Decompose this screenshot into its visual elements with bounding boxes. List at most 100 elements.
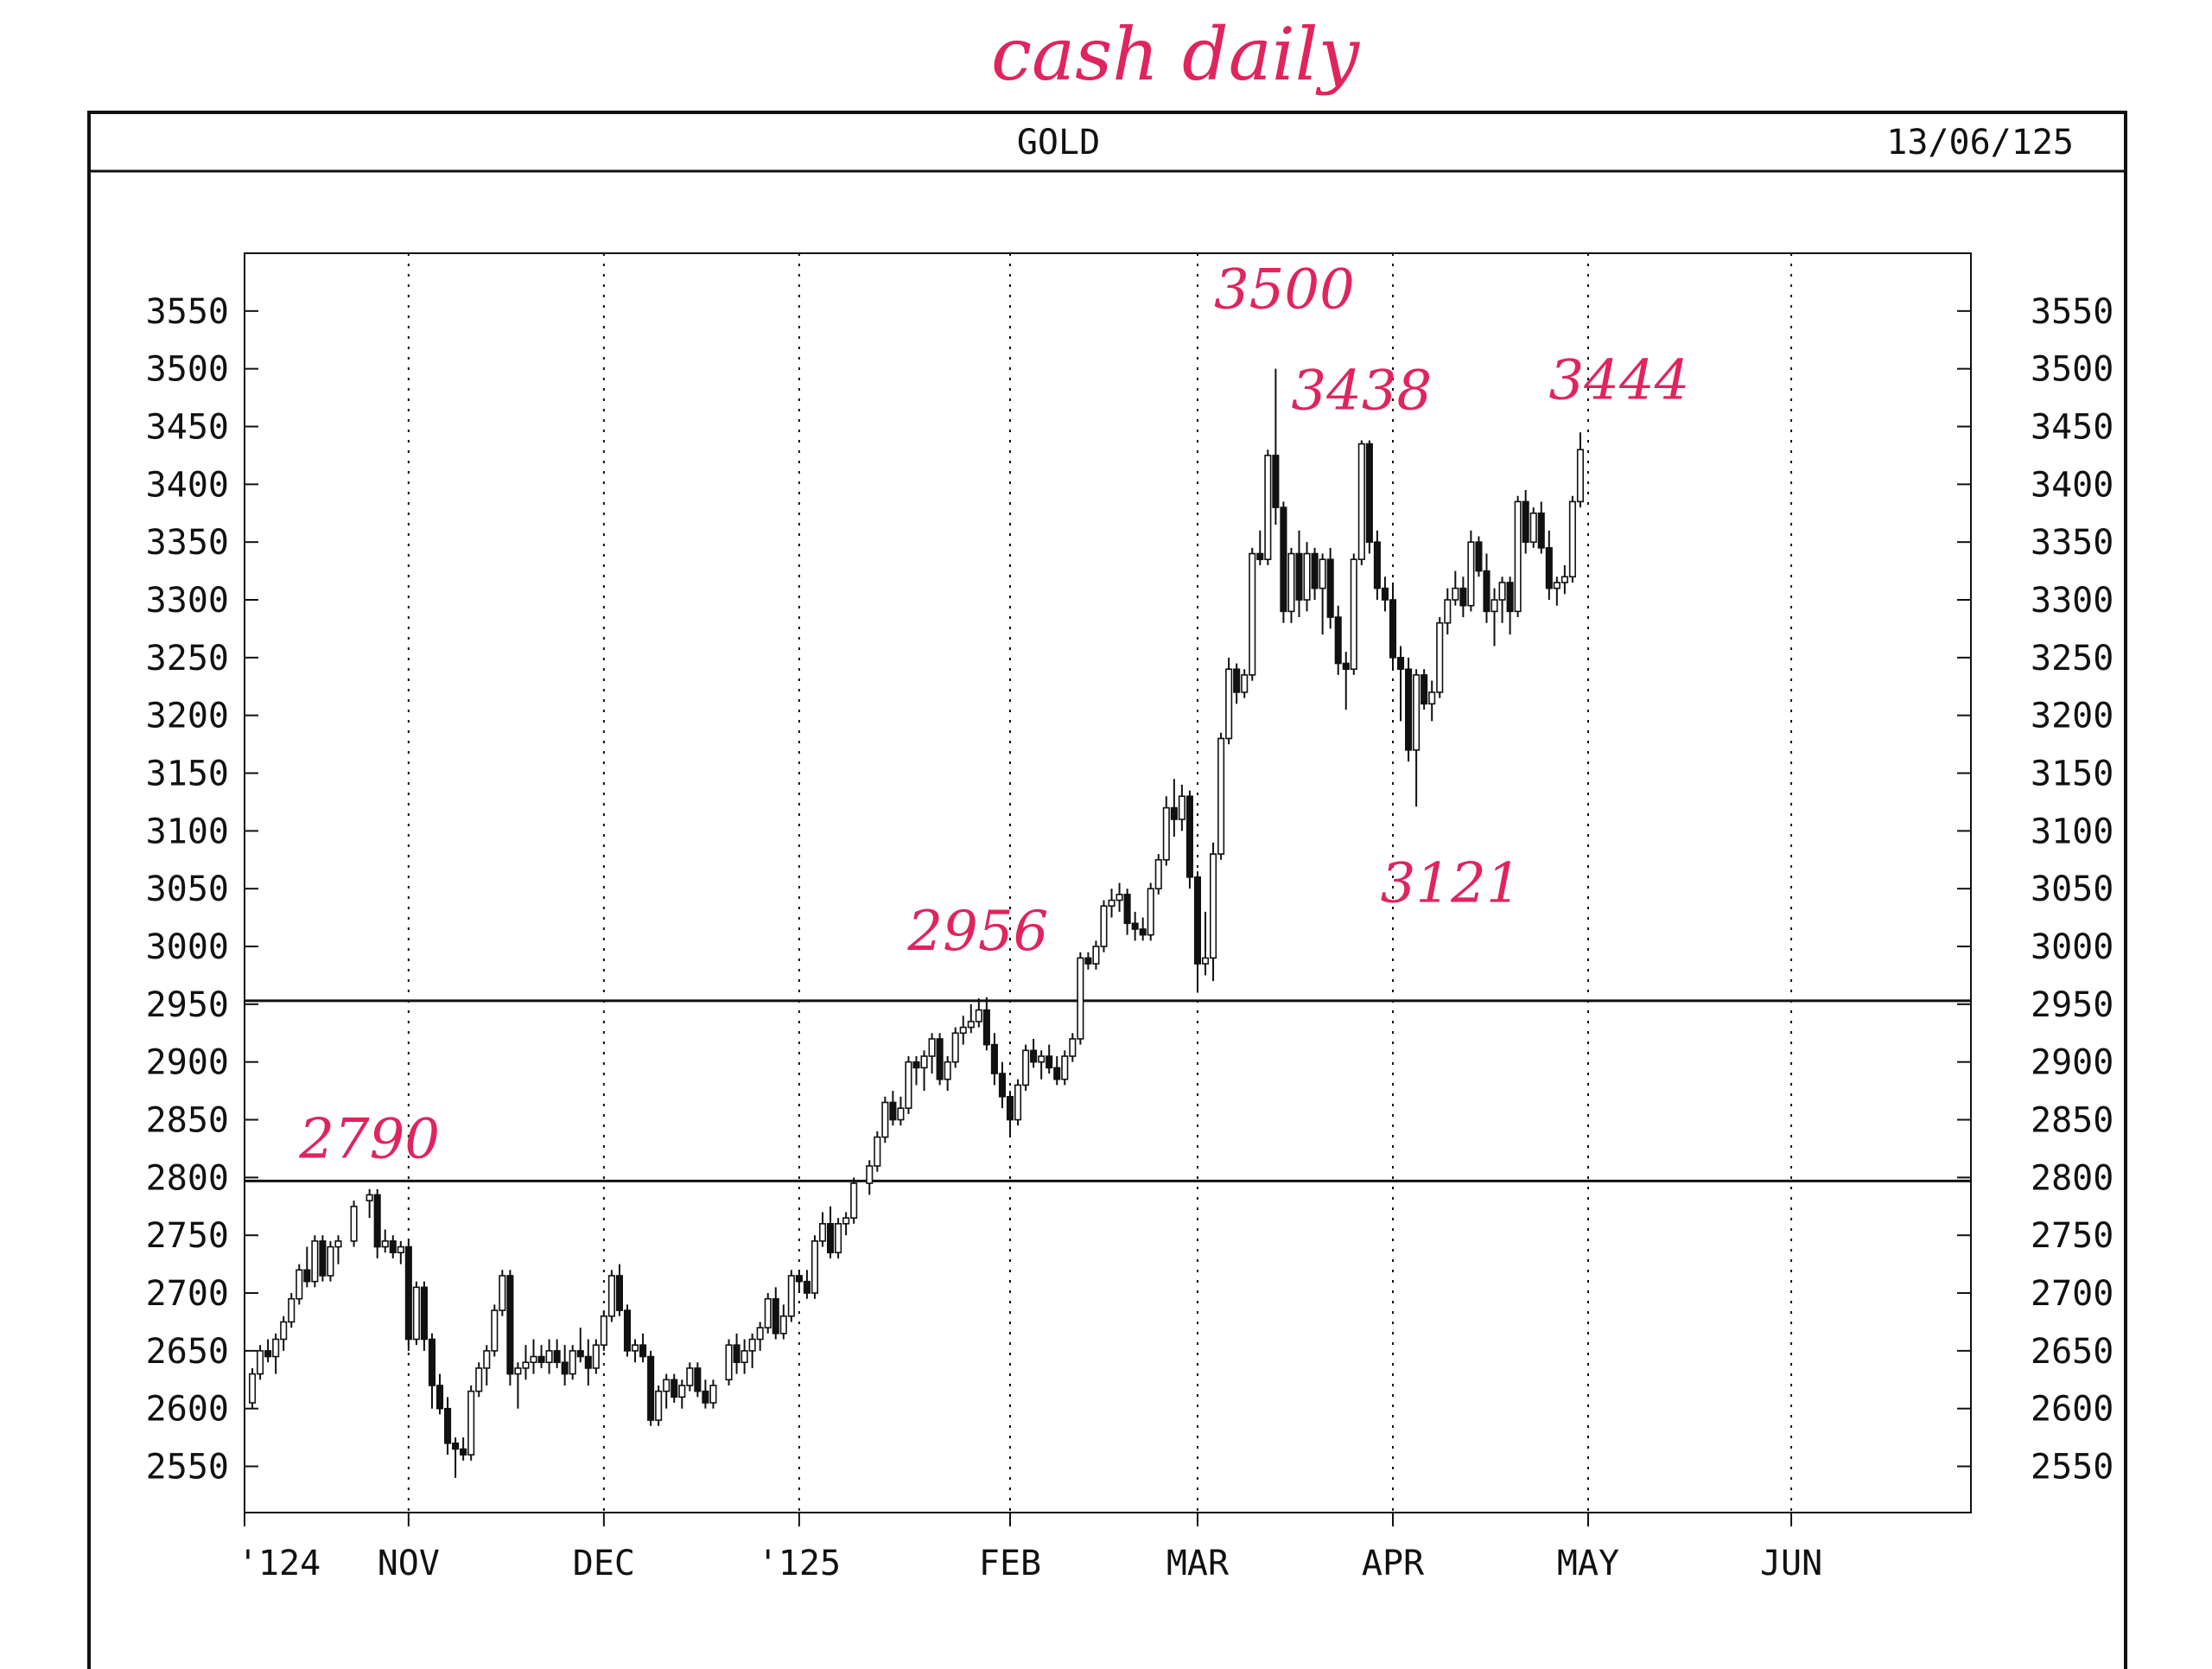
candle: [772, 1287, 779, 1340]
candle-body: [1295, 552, 1303, 601]
candle-body: [389, 1240, 397, 1254]
candle: [397, 1240, 404, 1264]
candle-body: [319, 1240, 327, 1277]
y-tick-label: 3150: [2031, 755, 2113, 794]
candle: [1069, 1033, 1077, 1062]
candle: [615, 1264, 624, 1316]
candle: [545, 1339, 553, 1374]
candle: [1475, 536, 1483, 577]
x-tick-label: MAY: [1557, 1544, 1619, 1583]
candle-body: [1154, 858, 1162, 889]
candle: [874, 1131, 881, 1172]
candle-body: [1077, 957, 1084, 1040]
candle: [1030, 1038, 1038, 1068]
candle-body: [647, 1355, 655, 1421]
candle: [889, 1091, 897, 1126]
candle: [951, 1027, 959, 1068]
candle-body: [1498, 582, 1506, 601]
candle-body: [1046, 1055, 1053, 1069]
candle: [1436, 617, 1444, 698]
candle-body: [835, 1223, 842, 1254]
y-tick-label: 2650: [146, 1332, 229, 1372]
candle: [319, 1235, 327, 1282]
candle-body: [702, 1390, 709, 1404]
candle: [1170, 779, 1178, 838]
price-annotation: 2790: [298, 1108, 440, 1172]
candle-body: [553, 1350, 561, 1364]
candle-body: [1303, 552, 1311, 601]
candle: [1147, 882, 1154, 941]
candle-body: [327, 1245, 334, 1277]
candle-body: [936, 1038, 944, 1080]
y-tick-label: 2700: [146, 1274, 229, 1314]
y-tick-label: 3350: [2031, 523, 2113, 563]
candle-body: [483, 1350, 491, 1369]
candle: [1396, 646, 1405, 722]
candle: [389, 1235, 397, 1258]
candle: [483, 1345, 491, 1386]
candle: [327, 1240, 334, 1282]
y-tick-label: 2600: [146, 1390, 229, 1430]
candle: [1522, 490, 1529, 554]
candle: [803, 1270, 810, 1299]
candle-body: [1139, 928, 1147, 936]
candle: [623, 1304, 632, 1357]
candle-body: [1264, 455, 1272, 561]
candle-body: [404, 1245, 412, 1341]
price-annotation: 2956: [906, 900, 1048, 964]
candle-body: [787, 1275, 795, 1317]
candle-body: [1123, 894, 1131, 925]
candle-body: [1421, 674, 1428, 705]
candle: [1545, 530, 1553, 601]
candle-body: [1006, 1095, 1014, 1121]
candle-body: [506, 1275, 514, 1375]
candle: [584, 1339, 592, 1386]
candle: [1053, 1056, 1061, 1086]
candle: [1357, 440, 1365, 565]
candle-body: [1342, 662, 1350, 671]
candle: [1162, 796, 1170, 866]
candle-body: [311, 1240, 319, 1283]
candle: [998, 1061, 1007, 1109]
candle-body: [881, 1101, 889, 1138]
candle: [1311, 547, 1319, 601]
candle-body: [982, 1009, 990, 1046]
y-tick-label: 3100: [146, 812, 229, 851]
x-tick-label: '125: [758, 1544, 841, 1583]
y-tick-label: 3550: [146, 292, 229, 332]
candle: [1334, 605, 1342, 675]
candle: [1006, 1091, 1014, 1137]
candle: [709, 1379, 717, 1409]
candle: [725, 1339, 733, 1386]
candle-body: [1108, 899, 1116, 908]
y-tick-label: 3050: [146, 870, 229, 909]
candle: [1491, 588, 1498, 647]
candle-body: [842, 1217, 850, 1225]
candle-body: [897, 1107, 905, 1121]
candle-body: [1038, 1055, 1046, 1063]
candle: [818, 1212, 827, 1247]
y-tick-label: 2800: [2031, 1158, 2113, 1198]
candle: [1529, 507, 1537, 548]
candle-body: [522, 1361, 530, 1369]
y-tick-label: 2750: [146, 1216, 229, 1256]
y-tick-label: 2750: [2031, 1216, 2113, 1256]
candle: [334, 1235, 342, 1264]
y-tick-label: 2600: [2031, 1390, 2113, 1430]
handwritten-title: cash daily: [991, 12, 1361, 97]
candle-body: [1522, 500, 1529, 543]
candle: [936, 1033, 944, 1086]
candle: [1326, 547, 1334, 629]
candle: [600, 1310, 607, 1351]
candle-body: [772, 1297, 779, 1335]
y-tick-label: 3200: [2031, 697, 2113, 736]
candle-body: [920, 1055, 928, 1069]
candle-body: [1116, 894, 1123, 901]
candle: [1560, 564, 1568, 595]
candle: [1514, 495, 1522, 618]
candle-body: [1069, 1038, 1077, 1057]
candle: [1123, 889, 1131, 935]
candle-body: [1405, 668, 1413, 751]
candle: [1444, 588, 1452, 635]
y-tick-label: 2800: [146, 1158, 229, 1198]
